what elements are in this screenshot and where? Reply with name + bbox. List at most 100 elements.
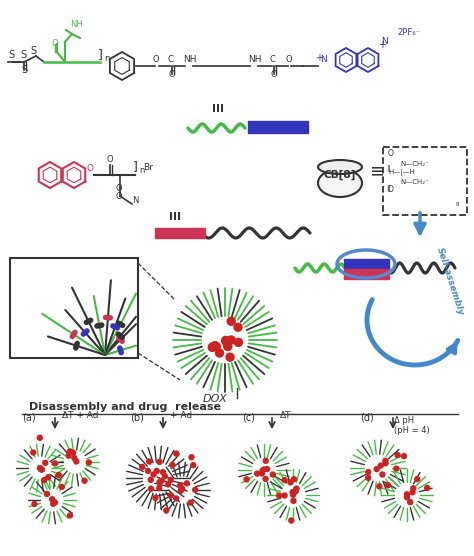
Circle shape [45, 492, 49, 497]
Text: (d): (d) [360, 412, 374, 422]
Circle shape [395, 453, 400, 458]
Circle shape [74, 459, 79, 464]
Circle shape [56, 473, 61, 478]
Text: ≡: ≡ [370, 161, 386, 180]
Circle shape [153, 495, 158, 500]
Circle shape [404, 492, 410, 497]
Circle shape [59, 484, 64, 489]
Circle shape [154, 469, 159, 474]
Circle shape [146, 468, 150, 473]
Circle shape [157, 459, 162, 464]
Circle shape [67, 513, 73, 518]
Bar [344, 269, 389, 279]
Circle shape [180, 486, 184, 491]
Circle shape [50, 497, 55, 502]
Text: ]: ] [133, 160, 138, 173]
Circle shape [282, 493, 287, 498]
Circle shape [260, 468, 265, 473]
Text: O: O [169, 70, 176, 79]
Text: 2PF₆⁻: 2PF₆⁻ [397, 28, 420, 37]
Circle shape [263, 458, 268, 463]
Circle shape [170, 463, 175, 468]
Circle shape [383, 461, 388, 466]
Circle shape [146, 459, 152, 464]
Circle shape [188, 500, 193, 505]
Text: O: O [286, 55, 292, 64]
Circle shape [394, 466, 399, 471]
Text: S: S [21, 65, 27, 75]
Circle shape [209, 343, 217, 351]
Text: III: III [212, 104, 224, 114]
Circle shape [168, 493, 173, 498]
Text: O: O [271, 70, 278, 79]
Text: Self-assembly: Self-assembly [435, 246, 465, 317]
Text: O: O [87, 164, 94, 173]
Circle shape [294, 486, 299, 491]
Circle shape [180, 486, 184, 492]
Text: O: O [52, 39, 59, 48]
Circle shape [289, 518, 294, 523]
Circle shape [178, 488, 183, 493]
Text: CB[8]: CB[8] [324, 170, 356, 180]
FancyBboxPatch shape [383, 147, 467, 215]
Circle shape [374, 466, 379, 471]
Circle shape [255, 471, 260, 476]
Circle shape [53, 461, 57, 466]
Circle shape [264, 466, 270, 471]
Text: Disassembly and drug  release: Disassembly and drug release [29, 402, 221, 412]
Circle shape [174, 451, 179, 456]
Text: N: N [320, 55, 327, 64]
Circle shape [173, 496, 179, 501]
Text: O: O [116, 184, 123, 193]
Text: n: n [104, 54, 109, 63]
Circle shape [38, 466, 44, 471]
Circle shape [140, 464, 145, 469]
Circle shape [385, 483, 391, 488]
Circle shape [234, 323, 242, 331]
Circle shape [380, 472, 385, 477]
Text: NH: NH [248, 55, 262, 64]
Circle shape [189, 455, 194, 460]
Circle shape [211, 341, 219, 350]
Circle shape [82, 478, 87, 483]
Text: Br: Br [143, 163, 153, 172]
Circle shape [163, 474, 167, 479]
Circle shape [270, 472, 275, 477]
Circle shape [263, 476, 268, 481]
Circle shape [86, 460, 91, 465]
Circle shape [291, 492, 296, 497]
Text: O: O [153, 55, 160, 64]
Circle shape [293, 489, 298, 494]
Circle shape [224, 342, 232, 350]
Text: + Ad: + Ad [170, 411, 192, 420]
Circle shape [46, 475, 51, 480]
Circle shape [222, 336, 230, 344]
Circle shape [227, 317, 235, 325]
Text: O: O [388, 185, 394, 194]
Circle shape [366, 470, 371, 475]
Text: ]: ] [98, 48, 103, 61]
Text: ΔT + Ad: ΔT + Ad [62, 411, 99, 420]
Circle shape [67, 449, 73, 454]
Circle shape [191, 463, 196, 468]
Text: ||: || [386, 185, 391, 192]
Circle shape [377, 484, 382, 489]
Circle shape [282, 478, 287, 483]
Bar [155, 228, 205, 238]
Circle shape [184, 481, 189, 486]
Circle shape [151, 472, 156, 477]
Circle shape [178, 483, 182, 488]
Text: +: + [315, 53, 323, 63]
Circle shape [168, 478, 173, 483]
Circle shape [224, 339, 232, 347]
Text: N—CH₂⁻: N—CH₂⁻ [400, 179, 429, 185]
Circle shape [42, 478, 46, 483]
Bar [248, 121, 308, 133]
Circle shape [149, 486, 154, 491]
Text: N: N [381, 37, 388, 46]
Circle shape [51, 502, 56, 507]
Text: ||: || [386, 165, 391, 172]
Circle shape [216, 349, 224, 357]
Circle shape [157, 485, 162, 490]
Text: DOX: DOX [203, 394, 228, 404]
